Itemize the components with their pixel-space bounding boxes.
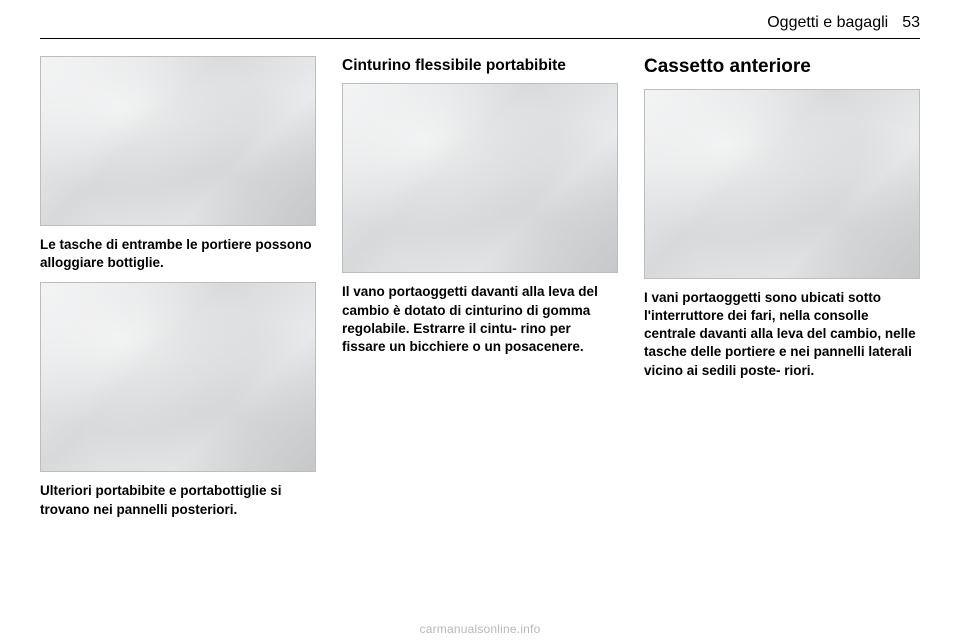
column-3: Cassetto anteriore I vani portaoggetti s… (644, 56, 920, 612)
col2-caption: Il vano portaoggetti davanti alla leva d… (342, 283, 618, 356)
col1-caption-1: Le tasche di entrambe le portiere posson… (40, 236, 316, 272)
column-2: Cinturino flessibile portabibite Il vano… (342, 56, 618, 612)
content-columns: Le tasche di entrambe le portiere posson… (40, 56, 920, 612)
front-drawer-photo (644, 89, 920, 279)
column-1: Le tasche di entrambe le portiere posson… (40, 56, 316, 612)
footer-watermark: carmanualsonline.info (0, 622, 960, 636)
header-section-title: Oggetti e bagagli (767, 14, 888, 32)
manual-page: Oggetti e bagagli 53 Le tasche di entram… (0, 0, 960, 642)
header-rule (40, 38, 920, 39)
door-pocket-photo (40, 56, 316, 226)
col2-heading: Cinturino flessibile portabibite (342, 56, 618, 75)
col3-caption: I vani portaoggetti sono ubicati sotto l… (644, 289, 920, 380)
col1-caption-2: Ulteriori portabibite e portabottiglie s… (40, 482, 316, 518)
col3-heading: Cassetto anteriore (644, 56, 920, 79)
page-header: Oggetti e bagagli 53 (767, 14, 920, 32)
header-page-number: 53 (902, 14, 920, 32)
rear-panel-cupholder-photo (40, 282, 316, 472)
flexible-strap-cupholder-photo (342, 83, 618, 273)
